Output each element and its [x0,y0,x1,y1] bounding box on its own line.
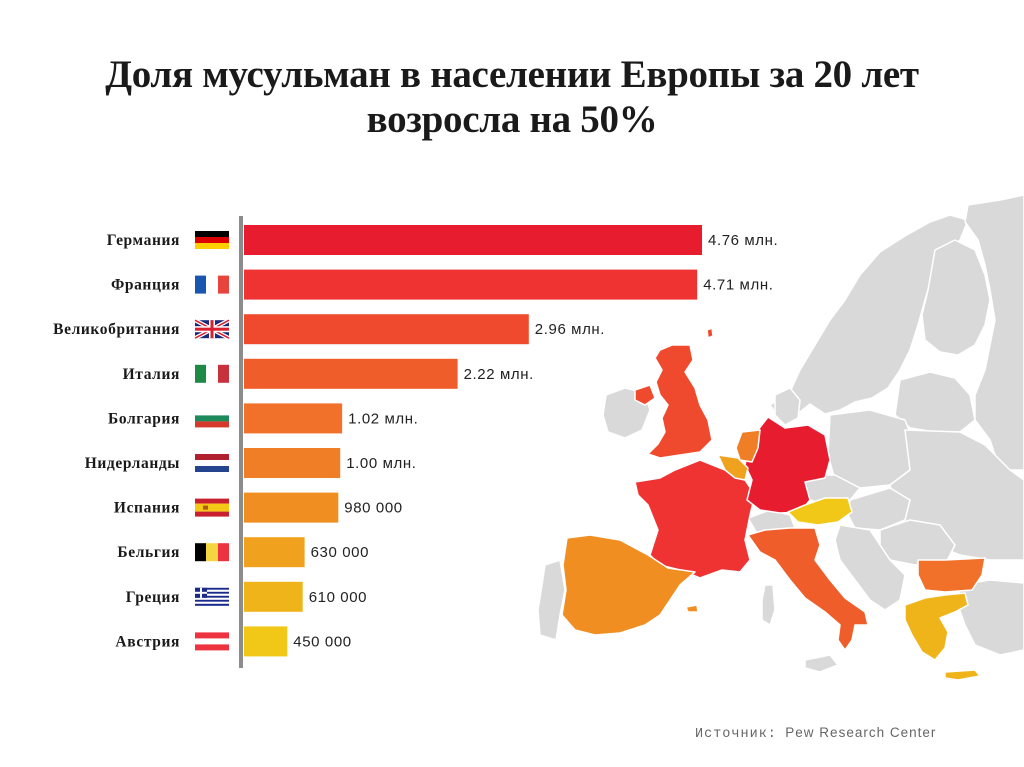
map-country-shetland [706,327,714,339]
map-country-sicily [804,654,839,673]
bar [244,626,288,657]
value-label: 610 000 [309,589,367,606]
germany-flag-icon [195,231,229,249]
value-label: 1.00 млн. [346,455,416,472]
category-label: Испания [114,500,180,517]
bar [244,403,343,434]
bar-row: Испания 980 000 [114,492,402,523]
map-country-denmark [774,387,801,426]
category-label: Франция [111,277,180,294]
value-label: 1.02 млн. [348,410,418,427]
bulgaria-flag-icon [195,409,229,428]
bar-row: Италия 2.22 млн. [123,358,534,389]
bar-row: Греция 610 000 [126,581,367,612]
map-country-france [634,459,756,579]
bar [244,225,702,255]
value-label: 980 000 [344,500,402,517]
spain-flag-icon [195,498,229,517]
map-country-turkey [957,579,1024,656]
austria-flag-icon [195,632,229,651]
map-country-sardinia [761,584,776,626]
bar-row: Великобритания 2.96 млн. [53,314,605,345]
category-label: Болгария [108,410,180,427]
map-country-finland [921,239,991,356]
belgium-flag-icon [195,543,229,562]
bar [244,269,698,300]
bar-row: Франция 4.71 млн. [111,269,773,300]
value-label: 4.71 млн. [703,277,773,294]
bar-row: Германия 4.76 млн. [107,225,778,255]
category-label: Великобритания [53,321,180,338]
bar [244,492,339,523]
map-country-northern-ireland [634,384,656,406]
bar-row: Болгария 1.02 млн. [108,403,418,434]
value-label: 4.76 млн. [708,232,778,249]
map-country-crete [944,669,981,681]
france-flag-icon [195,275,229,294]
source-note: Источник: Pew Research Center [695,725,936,742]
map-country-russia [964,194,1024,471]
greece-flag-icon [195,587,229,606]
source-value: Pew Research Center [785,725,937,740]
map-country-balkans [834,524,906,611]
bar-row: Нидерланды 1.00 млн. [85,448,416,478]
map-country-bulgaria [917,557,986,593]
bar [244,448,341,478]
category-label: Нидерланды [85,455,180,472]
value-label: 2.22 млн. [464,366,534,383]
italy-flag-icon [195,364,229,383]
netherlands-flag-icon [195,454,229,472]
source-label: Источник: [695,727,777,742]
map-country-austria [787,497,853,526]
bar [244,537,305,568]
bar [244,314,529,345]
chart-title: Доля мусульман в населении Европы за 20 … [0,52,1024,142]
map-country-netherlands [735,429,761,463]
category-label: Италия [123,366,180,383]
category-label: Германия [107,232,180,249]
value-label: 2.96 млн. [535,321,605,338]
map-country-uk [647,344,713,459]
bar-row: Бельгия 630 000 [117,537,369,568]
map-country-portugal [537,559,566,641]
category-label: Бельгия [117,544,180,561]
map-country-balearic [685,604,699,613]
map-country-greece [904,592,969,661]
map-country-italy [747,527,869,651]
category-label: Австрия [115,633,180,650]
category-label: Греция [126,589,180,606]
bar-row: Австрия 450 000 [115,626,351,657]
map-country-hungary [847,487,911,531]
map-country-belgium [717,454,749,481]
uk-flag-icon [194,318,230,340]
value-label: 630 000 [311,544,369,561]
bar [244,581,303,612]
value-label: 450 000 [293,633,351,650]
bar [244,358,458,389]
title-line-2: возросла на 50% [366,98,658,141]
title-line-1: Доля мусульман в населении Европы за 20 … [105,53,919,96]
map-country-spain [561,534,696,636]
